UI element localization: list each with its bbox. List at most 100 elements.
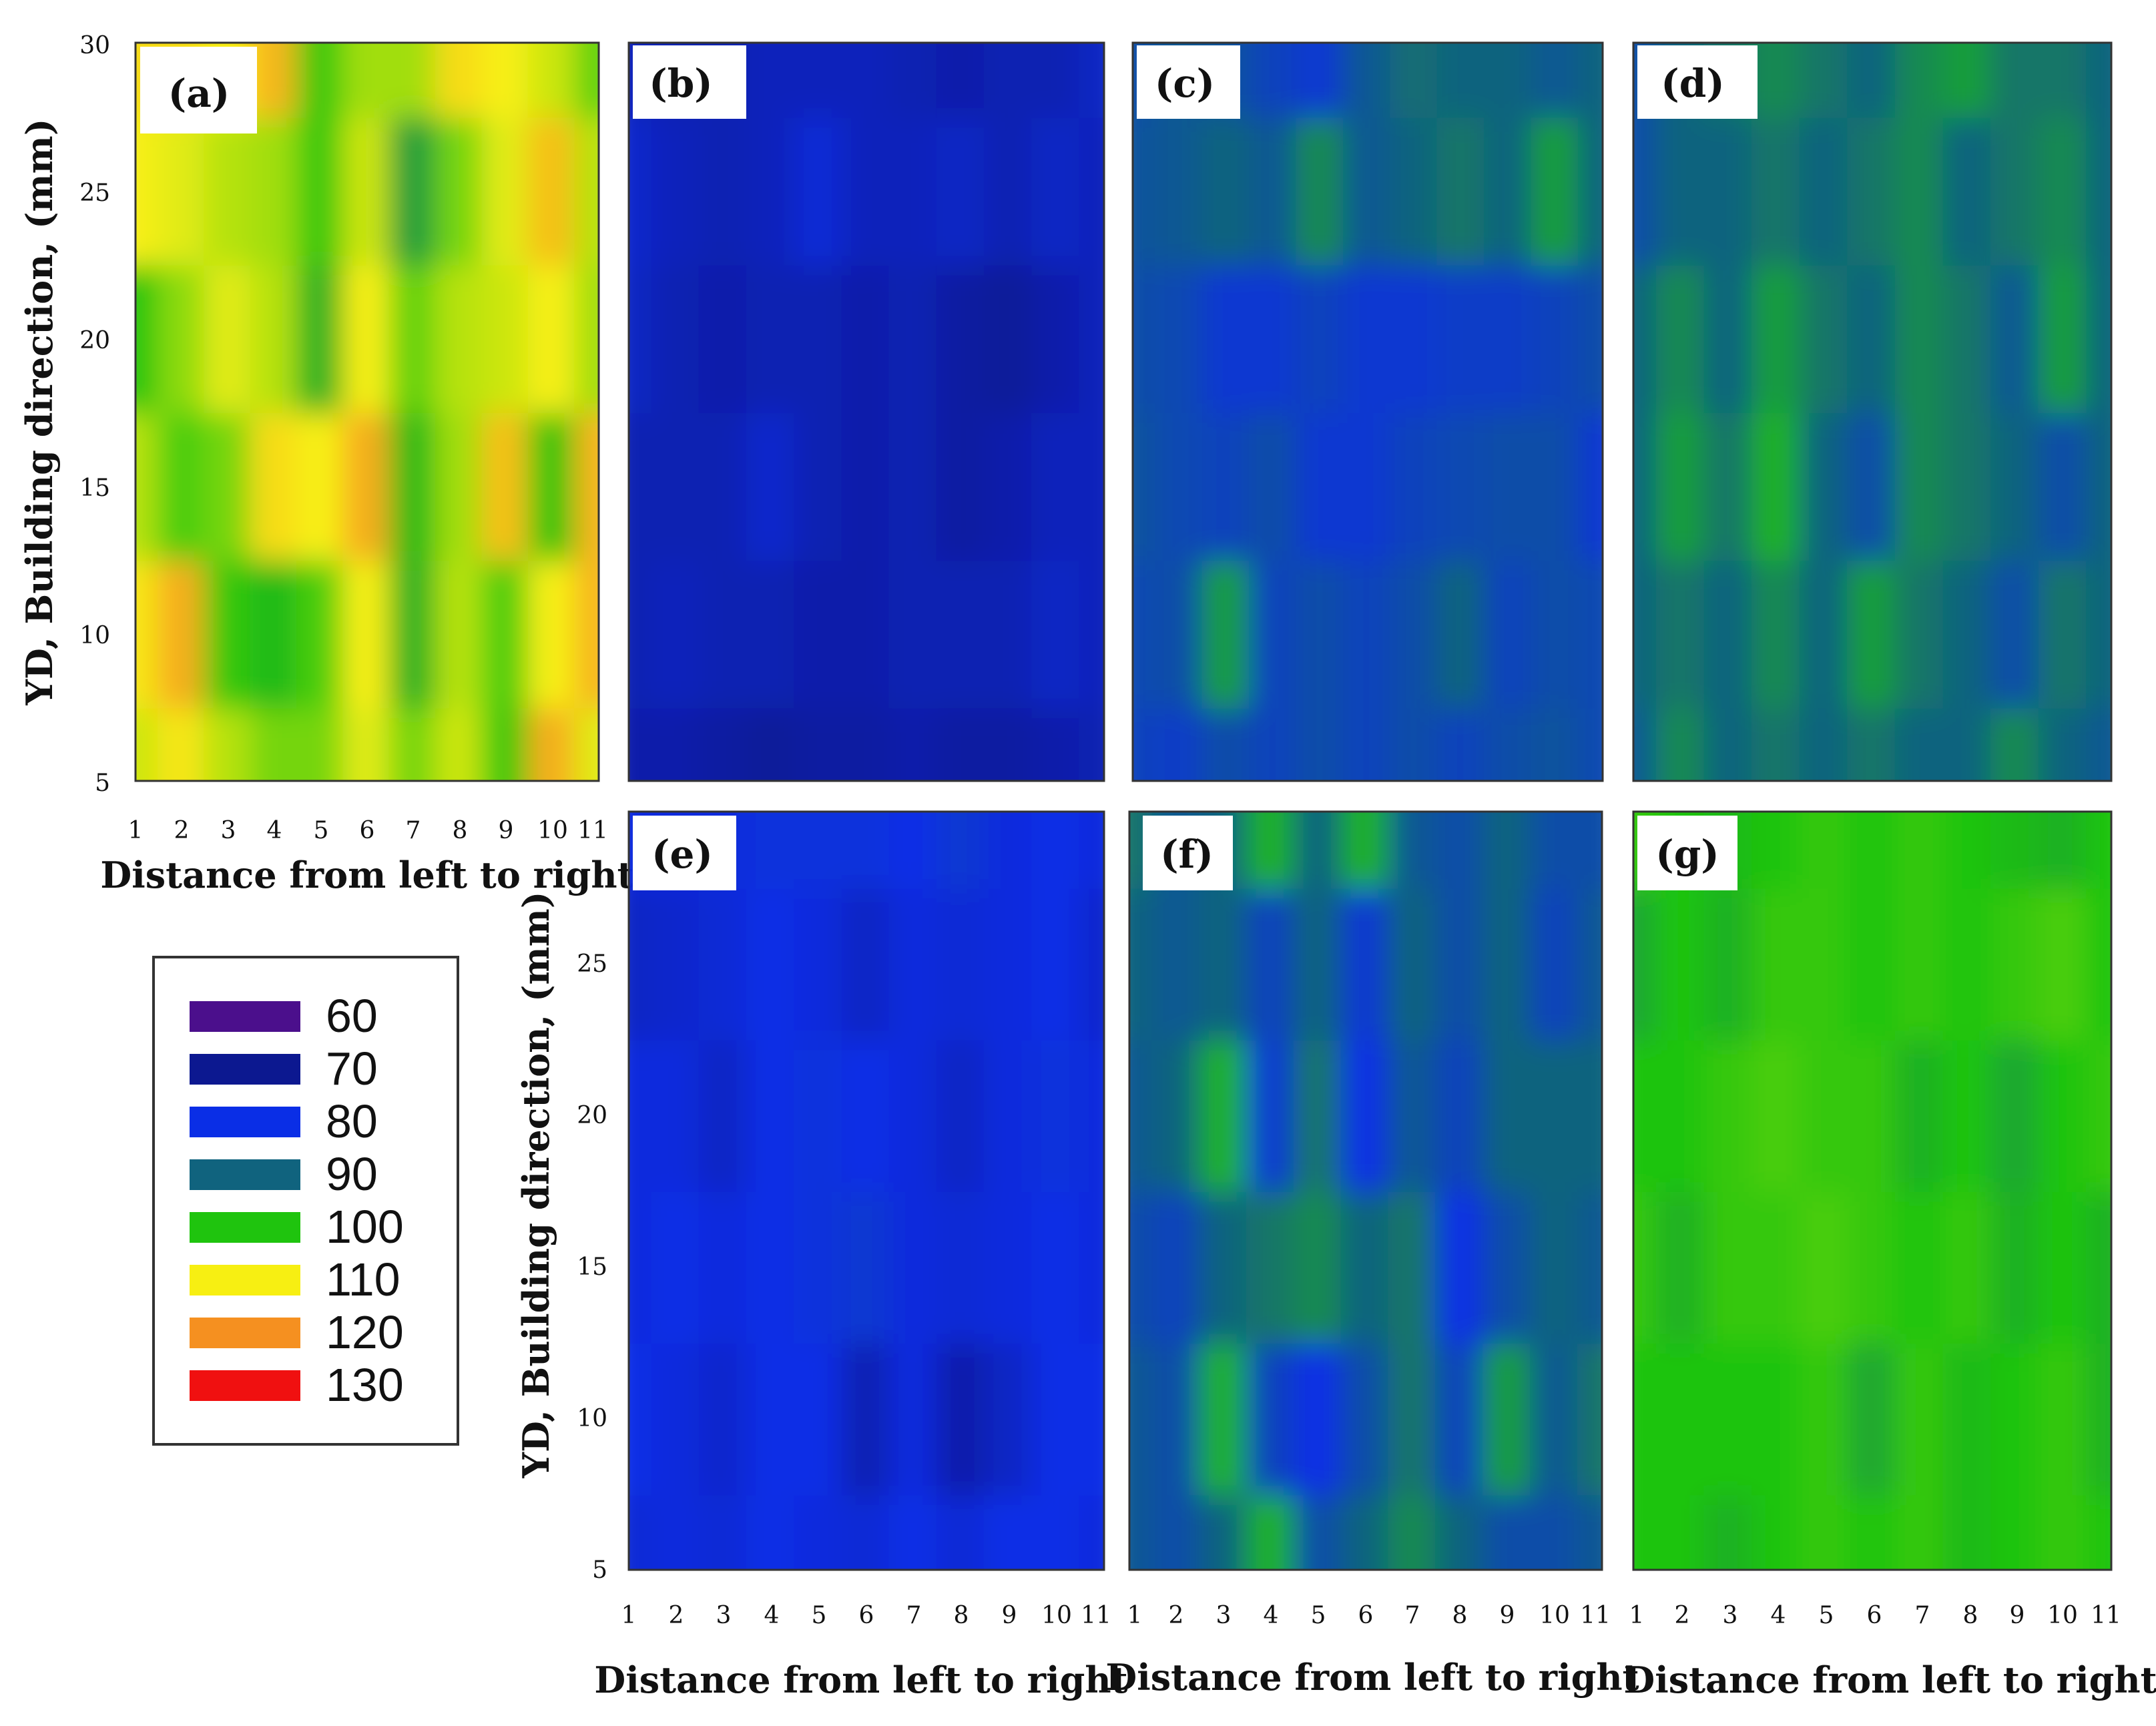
heat-cell (888, 410, 939, 561)
panel-label-box-e (633, 816, 736, 890)
x-tick-label: 10 (2047, 1602, 2078, 1629)
heat-cell (1577, 1341, 1602, 1496)
heat-cell (1847, 1341, 1898, 1496)
heat-cell (1799, 115, 1850, 266)
heat-cell (1155, 410, 1205, 561)
heat-cell (296, 558, 346, 709)
heat-cell (841, 115, 892, 266)
y-tick-label: 25 (577, 950, 607, 978)
heat-cell (1151, 1189, 1202, 1344)
heat-cell (296, 115, 346, 266)
heat-cell (1483, 1492, 1533, 1570)
heat-cell (936, 262, 987, 413)
heat-cell (1655, 886, 1707, 1041)
x-tick-label: 8 (1452, 1602, 1468, 1629)
x-tick-label: 3 (1216, 1602, 1232, 1629)
heat-cell (2038, 812, 2089, 889)
legend-label: 120 (326, 1306, 404, 1358)
x-axis-title-a: Distance from left to right (100, 854, 633, 896)
heatmap-d (1633, 43, 2111, 781)
heat-cell (2038, 43, 2089, 118)
heat-cell (746, 1341, 797, 1496)
heat-cell (698, 558, 749, 709)
heat-cell (2038, 705, 2089, 781)
heat-cell (2086, 43, 2111, 118)
heat-cell (1799, 558, 1850, 709)
heatmap-c (1133, 43, 1603, 781)
x-tick-label: 4 (764, 1602, 780, 1629)
y-tick-label: 30 (79, 32, 110, 59)
heat-cell (1129, 1037, 1155, 1192)
heat-cell (1655, 1492, 1707, 1570)
x-tick-label: 2 (174, 817, 190, 844)
heat-cell (1031, 262, 1082, 413)
y-tick-label: 5 (95, 770, 110, 797)
heat-cell (1847, 1189, 1898, 1344)
heat-cell (342, 705, 392, 781)
heat-cell (1577, 262, 1603, 413)
heat-cell (1751, 705, 1802, 781)
heat-cell (481, 115, 531, 266)
heat-cell (1340, 1341, 1391, 1496)
heat-cell (1529, 812, 1580, 889)
heat-cell (1246, 812, 1296, 889)
heat-cell (1942, 43, 1993, 118)
legend-label: 110 (326, 1253, 400, 1306)
heat-cell (1133, 410, 1158, 561)
panel-a: (a) 5 10 15 20 25 30 1 2 3 4 5 6 7 8 9 1… (18, 32, 634, 896)
heat-cell (1847, 115, 1898, 266)
heat-cell (1894, 115, 1946, 266)
heat-cell (1942, 1037, 1993, 1192)
heat-cell (1990, 1492, 2041, 1570)
heat-cell (1799, 812, 1850, 889)
legend-swatch (190, 1318, 300, 1348)
x-tick-label: 4 (1264, 1602, 1279, 1629)
heat-cell (936, 812, 987, 889)
heat-cell (250, 705, 299, 781)
heat-cell (435, 262, 485, 413)
plot-frame-g (1632, 810, 2113, 1571)
heat-cell (1390, 705, 1440, 781)
x-tick-label: 11 (577, 817, 608, 844)
heat-cell (1079, 43, 1104, 118)
heat-cell (746, 43, 797, 118)
heat-cell (1531, 410, 1581, 561)
heat-cell (1990, 886, 2041, 1041)
heat-cell (2086, 262, 2111, 413)
heat-cell (1435, 1492, 1485, 1570)
heat-cell (2086, 705, 2111, 781)
heat-cell (1133, 262, 1158, 413)
heat-cell (1199, 1341, 1249, 1496)
heat-cell (936, 115, 987, 266)
heat-cell (1483, 1341, 1533, 1496)
heat-cell (157, 262, 207, 413)
heat-cell (1155, 558, 1205, 709)
heat-cell (629, 1037, 654, 1192)
heat-cell (481, 558, 531, 709)
heat-cell (746, 886, 797, 1041)
heat-cell (204, 262, 253, 413)
heat-cell (888, 812, 939, 889)
x-tick-label: 7 (906, 1602, 922, 1629)
heat-cell (1246, 1037, 1296, 1192)
heat-cell (2038, 1189, 2089, 1344)
y-tick-label: 20 (79, 327, 110, 354)
heat-cell (794, 1189, 844, 1344)
heat-cell (435, 558, 485, 709)
heat-cell (1249, 558, 1299, 709)
heat-cell (651, 410, 702, 561)
heat-cell (527, 410, 577, 561)
heat-cell (481, 705, 531, 781)
heat-cell (794, 1341, 844, 1496)
heat-cell (1942, 1341, 1993, 1496)
heat-cell (1155, 262, 1205, 413)
heat-cell (1296, 115, 1346, 266)
x-tick-labels-e: 1 2 3 4 5 6 7 8 9 10 11 (621, 1602, 1111, 1629)
x-tick-label: 8 (954, 1602, 969, 1629)
legend-box (152, 956, 459, 1446)
heat-cell (1577, 1492, 1602, 1570)
heat-cell (746, 115, 797, 266)
heat-cell (794, 812, 844, 889)
heat-cell (1155, 705, 1205, 781)
